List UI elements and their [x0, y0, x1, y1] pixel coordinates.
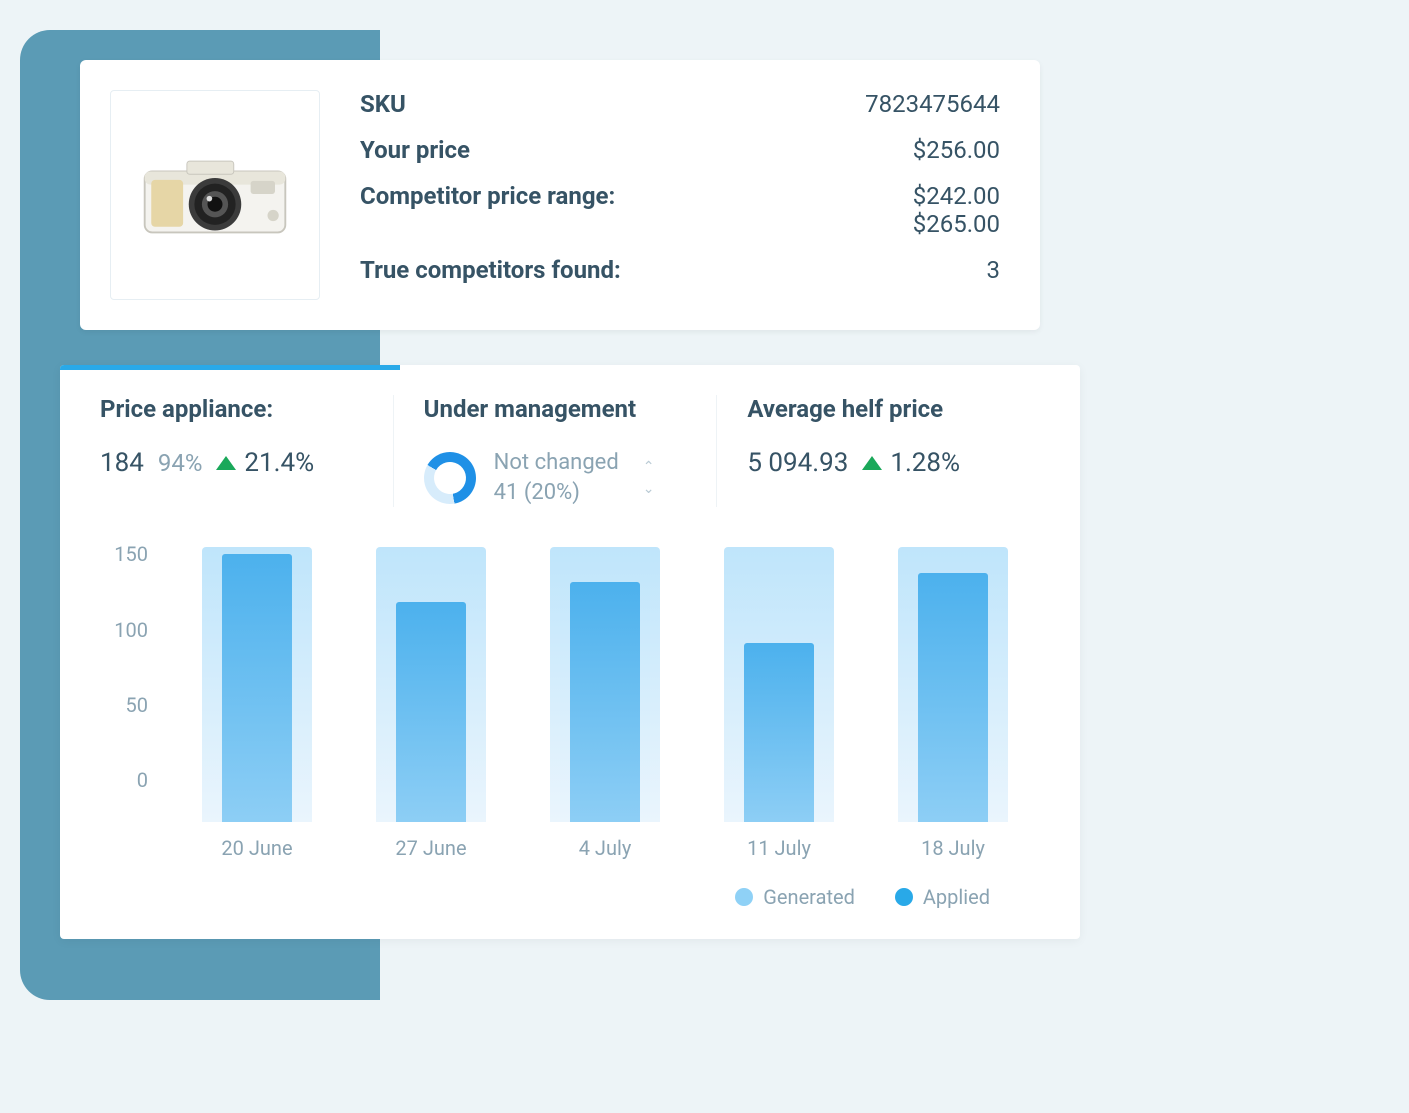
- under-management-content: Not changed 41 (20%) ⌃ ⌄: [424, 448, 687, 507]
- camera-icon: [140, 148, 290, 242]
- your-price-label: Your price: [360, 136, 470, 164]
- x-label: 4 July: [550, 836, 660, 860]
- legend-generated: Generated: [735, 885, 855, 909]
- y-axis: 150 100 50 0: [100, 542, 160, 792]
- bar-applied: [744, 643, 814, 822]
- your-price-row: Your price $256.00: [360, 136, 1000, 164]
- avg-helf-value: 5 094.93: [747, 448, 848, 478]
- donut-icon: [414, 442, 485, 513]
- avg-helf-trend: 1.28%: [862, 448, 960, 478]
- y-tick: 100: [100, 618, 148, 642]
- x-label: 18 July: [898, 836, 1008, 860]
- under-management-block: Under management Not changed 41 (20%) ⌃ …: [393, 395, 718, 507]
- price-appliance-percent: 94%: [158, 449, 203, 477]
- x-label: 20 June: [202, 836, 312, 860]
- your-price-value: $256.00: [913, 136, 1000, 164]
- product-card: SKU 7823475644 Your price $256.00 Compet…: [80, 60, 1040, 330]
- avg-helf-title: Average helf price: [747, 395, 1010, 423]
- sku-label: SKU: [360, 90, 406, 118]
- competitor-range-label: Competitor price range:: [360, 182, 615, 210]
- legend-applied: Applied: [895, 885, 990, 909]
- competitor-range-row: Competitor price range: $242.00 $265.00: [360, 182, 1000, 238]
- competitor-range-high: $265.00: [913, 210, 1000, 238]
- price-appliance-trend-value: 21.4%: [244, 448, 314, 478]
- x-axis: 20 June 27 June 4 July 11 July 18 July: [170, 822, 1040, 860]
- y-tick: 150: [100, 542, 148, 566]
- product-info: SKU 7823475644 Your price $256.00 Compet…: [360, 90, 1000, 300]
- sku-row: SKU 7823475644: [360, 90, 1000, 118]
- chevron-down-icon[interactable]: ⌄: [643, 482, 655, 496]
- legend-applied-label: Applied: [923, 885, 990, 909]
- under-management-text: Not changed 41 (20%): [494, 448, 619, 507]
- bar-group: [724, 542, 834, 822]
- avg-helf-block: Average helf price 5 094.93 1.28%: [717, 395, 1040, 507]
- chevron-up-icon[interactable]: ⌃: [643, 460, 655, 474]
- chart-legend: Generated Applied: [100, 860, 1040, 909]
- bars-group: [170, 542, 1040, 822]
- trend-up-icon: [862, 456, 882, 470]
- bar-group: [550, 542, 660, 822]
- bar-applied: [570, 582, 640, 822]
- avg-helf-values: 5 094.93 1.28%: [747, 448, 1010, 478]
- y-tick: 50: [100, 693, 148, 717]
- product-image: [110, 90, 320, 300]
- under-management-line1: Not changed: [494, 448, 619, 478]
- legend-generated-label: Generated: [763, 885, 855, 909]
- avg-helf-trend-value: 1.28%: [890, 448, 960, 478]
- legend-dot-generated: [735, 888, 753, 906]
- price-appliance-block: Price appliance: 184 94% 21.4%: [100, 395, 393, 507]
- true-competitors-value: 3: [987, 256, 1001, 284]
- chart-container: 150 100 50 0 20 June 27 June 4 July 11 July…: [60, 532, 1080, 909]
- bar-applied: [222, 554, 292, 823]
- true-competitors-label: True competitors found:: [360, 256, 621, 284]
- legend-dot-applied: [895, 888, 913, 906]
- bar-group: [202, 542, 312, 822]
- bar-applied: [918, 573, 988, 823]
- bar-applied: [396, 602, 466, 823]
- x-label: 11 July: [724, 836, 834, 860]
- metrics-row: Price appliance: 184 94% 21.4% Under man…: [60, 370, 1080, 532]
- trend-up-icon: [216, 456, 236, 470]
- competitor-range-values: $242.00 $265.00: [913, 182, 1000, 238]
- bar-group: [376, 542, 486, 822]
- sku-value: 7823475644: [865, 90, 1000, 118]
- x-label: 27 June: [376, 836, 486, 860]
- price-appliance-value: 184: [100, 448, 144, 478]
- bar-group: [898, 542, 1008, 822]
- true-competitors-row: True competitors found: 3: [360, 256, 1000, 284]
- under-management-line2: 41 (20%): [494, 478, 619, 508]
- under-management-title: Under management: [424, 395, 687, 423]
- dashboard-card: Price appliance: 184 94% 21.4% Under man…: [60, 365, 1080, 939]
- price-appliance-values: 184 94% 21.4%: [100, 448, 363, 478]
- price-appliance-title: Price appliance:: [100, 395, 363, 423]
- competitor-range-low: $242.00: [913, 182, 1000, 210]
- y-tick: 0: [100, 768, 148, 792]
- stepper-controls: ⌃ ⌄: [643, 460, 655, 496]
- chart-area: 150 100 50 0: [100, 542, 1040, 822]
- price-appliance-trend: 21.4%: [216, 448, 314, 478]
